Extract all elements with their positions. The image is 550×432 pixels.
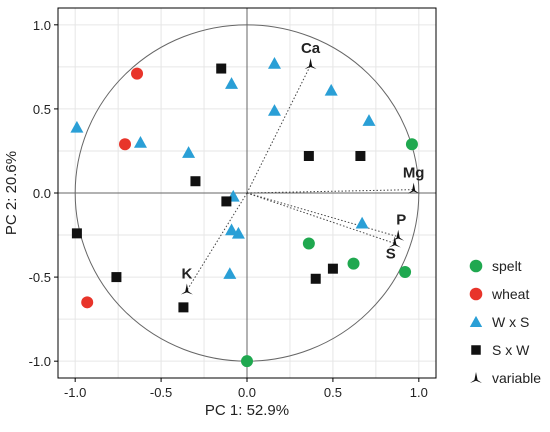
variable-marker-k	[180, 283, 193, 295]
variable-vector-k	[186, 192, 248, 291]
x-axis-title: PC 1: 52.9%	[205, 402, 289, 419]
variable-marker-ca	[304, 58, 317, 70]
point-spelt	[347, 257, 360, 270]
point-w-x-s	[182, 146, 196, 158]
variable-label-k: K	[181, 266, 192, 283]
variable-label-ca: Ca	[301, 40, 321, 57]
y-tick-label: 0.0	[33, 186, 51, 201]
data-points	[70, 57, 418, 368]
legend-label-s-x-w: S x W	[492, 342, 530, 358]
variable-vector-ca	[246, 64, 312, 194]
point-spelt	[302, 237, 315, 250]
point-wheat	[119, 138, 132, 151]
y-axis-title: PC 2: 20.6%	[3, 151, 20, 235]
x-tick-label: -1.0	[64, 385, 86, 400]
point-w-x-s	[355, 216, 369, 229]
variable-vector-s	[246, 192, 395, 244]
point-w-x-s	[231, 226, 245, 239]
point-s-x-w	[355, 151, 366, 161]
point-spelt	[399, 266, 412, 279]
point-spelt	[241, 355, 253, 368]
point-spelt	[405, 138, 418, 151]
variable-label-s: S	[386, 245, 396, 262]
variable-label-mg: Mg	[403, 165, 425, 182]
legend-label-w-x-s: W x S	[492, 314, 529, 330]
legend-marker-wheat	[469, 287, 483, 301]
point-s-x-w	[310, 273, 321, 284]
point-w-x-s	[324, 83, 338, 96]
y-tick-label: 0.5	[33, 102, 51, 117]
point-s-x-w	[327, 263, 338, 274]
variable-label-p: P	[396, 212, 406, 229]
variable-marker-s	[388, 236, 401, 248]
point-w-x-s	[225, 223, 239, 236]
variable-vectors: Ca Mg PS K	[180, 40, 425, 295]
legend-label-wheat: wheat	[491, 286, 529, 302]
legend-label-spelt: spelt	[492, 258, 522, 274]
point-s-x-w	[303, 151, 314, 161]
x-tick-label: 0.5	[324, 385, 342, 400]
point-wheat	[131, 67, 144, 80]
point-s-x-w	[111, 272, 122, 283]
legend: spelt wheat W x S S x W variable	[469, 258, 541, 386]
y-tick-label: -0.5	[29, 270, 51, 285]
point-w-x-s	[362, 114, 376, 126]
point-s-x-w	[71, 228, 82, 239]
point-w-x-s	[133, 136, 147, 148]
x-tick-label: 0.0	[238, 385, 256, 400]
legend-label-variable: variable	[492, 370, 541, 386]
axis-ticks: -1.0 -0.5 0.0 0.5 1.0 1.0 0.5 0.0 -0.5 -1.0	[29, 18, 428, 400]
point-w-x-s	[225, 77, 239, 89]
x-tick-label: 1.0	[410, 385, 428, 400]
y-tick-label: 1.0	[33, 18, 51, 33]
legend-marker-variable	[470, 372, 482, 383]
legend-marker-spelt	[469, 259, 483, 273]
point-s-x-w	[178, 302, 189, 313]
y-tick-label: -1.0	[29, 354, 51, 369]
point-w-x-s	[267, 57, 281, 69]
point-s-x-w	[216, 63, 227, 74]
point-w-x-s	[223, 267, 237, 279]
point-s-x-w	[190, 176, 201, 187]
point-s-x-w	[221, 196, 232, 207]
point-w-x-s	[70, 120, 84, 133]
legend-marker-s-x-w	[471, 345, 481, 355]
legend-marker-w-x-s	[469, 315, 483, 327]
x-tick-label: -0.5	[150, 385, 172, 400]
variable-marker-mg	[407, 182, 420, 194]
variable-marker-p	[392, 229, 405, 241]
point-wheat	[81, 296, 94, 309]
point-w-x-s	[267, 104, 281, 116]
